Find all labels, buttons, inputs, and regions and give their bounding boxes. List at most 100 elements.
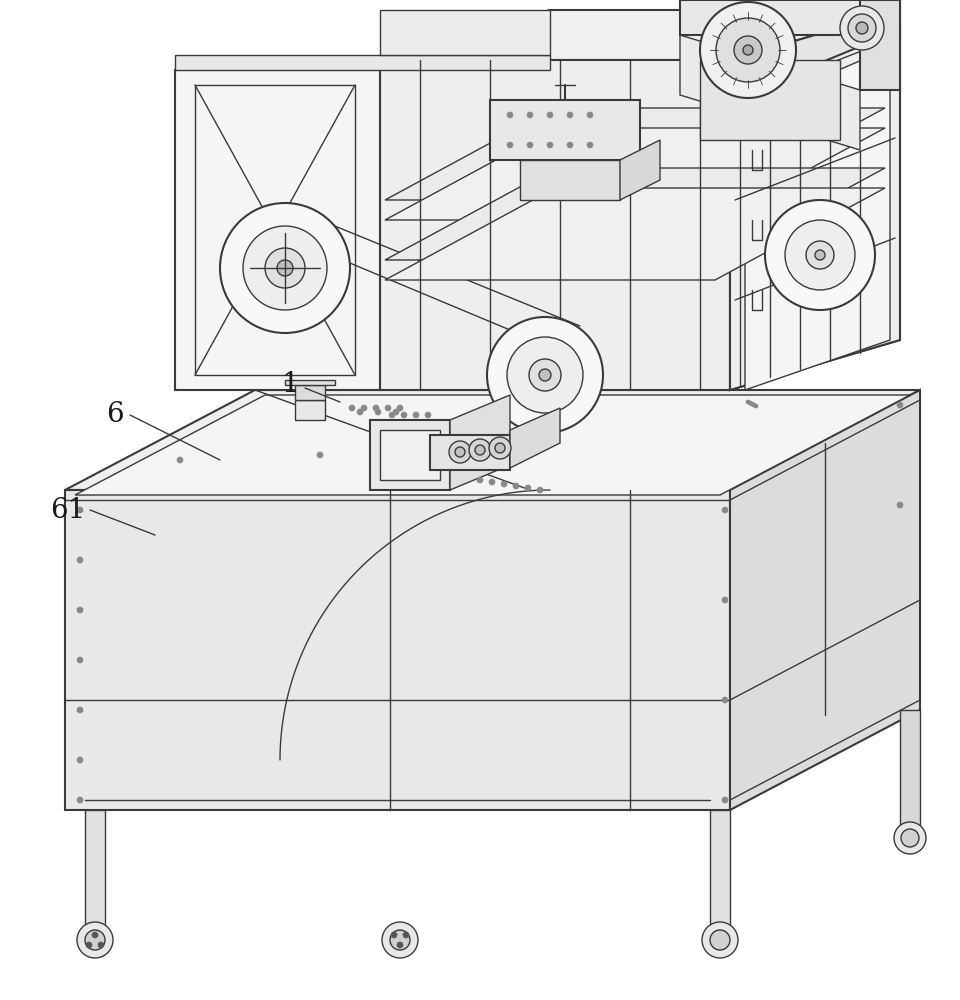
Circle shape xyxy=(413,412,419,418)
Circle shape xyxy=(390,930,410,950)
Circle shape xyxy=(477,477,483,483)
Circle shape xyxy=(529,359,561,391)
Circle shape xyxy=(385,405,391,411)
Polygon shape xyxy=(510,408,560,468)
Circle shape xyxy=(746,400,750,404)
Circle shape xyxy=(894,822,926,854)
Text: 61: 61 xyxy=(50,496,85,524)
Polygon shape xyxy=(730,390,920,810)
Circle shape xyxy=(375,409,381,415)
Circle shape xyxy=(525,485,531,491)
Circle shape xyxy=(722,797,728,803)
Circle shape xyxy=(357,409,363,415)
Polygon shape xyxy=(385,128,885,220)
Polygon shape xyxy=(520,160,620,200)
Polygon shape xyxy=(380,60,730,390)
Circle shape xyxy=(361,405,367,411)
Circle shape xyxy=(748,401,752,405)
Polygon shape xyxy=(860,0,900,90)
Circle shape xyxy=(85,930,105,950)
Circle shape xyxy=(527,142,533,148)
Circle shape xyxy=(77,507,83,513)
Circle shape xyxy=(393,409,399,415)
Circle shape xyxy=(537,487,543,493)
Polygon shape xyxy=(680,35,860,150)
Circle shape xyxy=(547,112,553,118)
Circle shape xyxy=(397,942,403,948)
Polygon shape xyxy=(285,380,335,385)
Circle shape xyxy=(567,142,573,148)
Circle shape xyxy=(401,412,407,418)
Circle shape xyxy=(77,557,83,563)
Circle shape xyxy=(547,142,553,148)
Circle shape xyxy=(77,707,83,713)
Circle shape xyxy=(425,412,431,418)
Circle shape xyxy=(98,942,104,948)
Circle shape xyxy=(734,36,762,64)
Circle shape xyxy=(840,6,884,50)
Circle shape xyxy=(754,404,758,408)
Circle shape xyxy=(77,657,83,663)
Circle shape xyxy=(743,45,753,55)
Polygon shape xyxy=(900,710,920,828)
Circle shape xyxy=(403,932,409,938)
Circle shape xyxy=(897,502,903,508)
Circle shape xyxy=(856,22,868,34)
Circle shape xyxy=(527,112,533,118)
Circle shape xyxy=(587,142,593,148)
Circle shape xyxy=(489,437,511,459)
Circle shape xyxy=(587,112,593,118)
Circle shape xyxy=(750,402,754,406)
Circle shape xyxy=(507,337,583,413)
Circle shape xyxy=(501,481,507,487)
Polygon shape xyxy=(385,188,885,280)
Polygon shape xyxy=(680,0,900,35)
Polygon shape xyxy=(450,395,510,490)
Polygon shape xyxy=(430,435,510,470)
Polygon shape xyxy=(490,100,640,160)
Circle shape xyxy=(391,932,397,938)
Polygon shape xyxy=(65,390,920,490)
Polygon shape xyxy=(730,10,900,390)
Circle shape xyxy=(86,942,92,948)
Circle shape xyxy=(397,405,403,411)
Polygon shape xyxy=(175,55,550,70)
Circle shape xyxy=(507,142,513,148)
Circle shape xyxy=(455,447,465,457)
Polygon shape xyxy=(620,140,660,200)
Text: 6: 6 xyxy=(107,401,124,428)
Polygon shape xyxy=(700,60,840,140)
Polygon shape xyxy=(75,395,910,495)
Circle shape xyxy=(815,250,825,260)
Circle shape xyxy=(77,922,113,958)
Polygon shape xyxy=(295,385,325,400)
Circle shape xyxy=(539,369,551,381)
Circle shape xyxy=(722,697,728,703)
Circle shape xyxy=(277,260,293,276)
Polygon shape xyxy=(370,420,450,490)
Circle shape xyxy=(317,452,323,458)
Circle shape xyxy=(507,112,513,118)
Circle shape xyxy=(489,479,495,485)
Circle shape xyxy=(449,441,471,463)
Circle shape xyxy=(716,18,780,82)
Circle shape xyxy=(373,405,379,411)
Text: 1: 1 xyxy=(281,371,299,398)
Circle shape xyxy=(265,248,305,288)
Circle shape xyxy=(722,507,728,513)
Circle shape xyxy=(389,412,395,418)
Circle shape xyxy=(243,226,327,310)
Circle shape xyxy=(469,439,491,461)
Polygon shape xyxy=(175,70,380,390)
Circle shape xyxy=(765,200,875,310)
Circle shape xyxy=(382,922,418,958)
Circle shape xyxy=(901,829,919,847)
Polygon shape xyxy=(385,168,885,260)
Polygon shape xyxy=(730,30,900,390)
Circle shape xyxy=(752,403,756,407)
Circle shape xyxy=(700,2,796,98)
Polygon shape xyxy=(380,10,550,55)
Circle shape xyxy=(220,203,350,333)
Polygon shape xyxy=(745,48,890,390)
Polygon shape xyxy=(380,430,440,480)
